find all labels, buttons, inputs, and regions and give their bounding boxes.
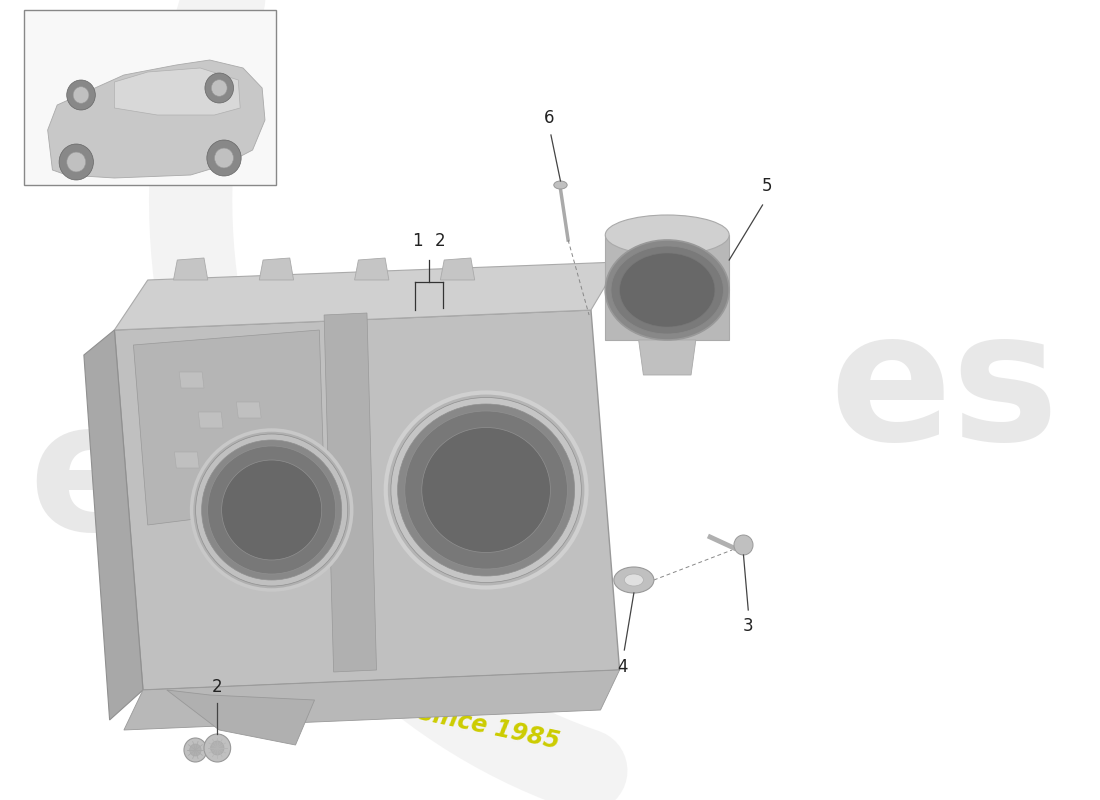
Polygon shape <box>175 452 199 468</box>
Circle shape <box>734 535 754 555</box>
Ellipse shape <box>605 240 729 340</box>
Ellipse shape <box>625 574 644 586</box>
Polygon shape <box>198 412 223 428</box>
Circle shape <box>211 741 224 755</box>
Polygon shape <box>167 690 315 745</box>
Text: es: es <box>829 302 1059 478</box>
Polygon shape <box>179 372 204 388</box>
Polygon shape <box>324 313 376 672</box>
Circle shape <box>205 73 233 103</box>
Text: 5: 5 <box>762 177 772 195</box>
Ellipse shape <box>605 215 729 255</box>
Circle shape <box>74 86 89 103</box>
Polygon shape <box>354 258 389 280</box>
Ellipse shape <box>201 440 342 580</box>
Ellipse shape <box>619 253 715 327</box>
Text: 3: 3 <box>742 617 754 635</box>
Polygon shape <box>114 262 619 330</box>
Circle shape <box>204 734 231 762</box>
Text: a passion for parts since 1985: a passion for parts since 1985 <box>163 646 562 754</box>
Ellipse shape <box>405 411 568 569</box>
Polygon shape <box>47 60 265 178</box>
Circle shape <box>59 144 94 180</box>
Polygon shape <box>84 330 143 720</box>
Polygon shape <box>174 258 208 280</box>
Circle shape <box>184 738 207 762</box>
Circle shape <box>214 148 233 168</box>
Polygon shape <box>440 258 475 280</box>
Text: 1: 1 <box>412 232 422 250</box>
Circle shape <box>189 744 201 756</box>
Text: 6: 6 <box>543 109 554 127</box>
Text: 4: 4 <box>617 658 628 676</box>
Polygon shape <box>114 68 240 115</box>
Polygon shape <box>124 670 619 730</box>
Text: euro: euro <box>29 392 493 568</box>
Text: 2: 2 <box>212 678 222 696</box>
Ellipse shape <box>553 181 568 189</box>
Ellipse shape <box>386 393 586 587</box>
Polygon shape <box>114 310 619 690</box>
Ellipse shape <box>191 430 352 590</box>
Circle shape <box>67 80 96 110</box>
Ellipse shape <box>208 446 336 574</box>
Polygon shape <box>605 235 729 340</box>
Circle shape <box>67 152 86 172</box>
Circle shape <box>211 80 227 96</box>
Ellipse shape <box>196 434 348 586</box>
Ellipse shape <box>614 567 653 593</box>
Circle shape <box>207 140 241 176</box>
Ellipse shape <box>610 246 724 334</box>
Polygon shape <box>236 402 261 418</box>
Text: 2: 2 <box>436 232 446 250</box>
Polygon shape <box>133 330 324 525</box>
Ellipse shape <box>397 404 574 576</box>
Polygon shape <box>639 340 696 375</box>
Ellipse shape <box>390 398 581 582</box>
Ellipse shape <box>221 460 321 560</box>
Polygon shape <box>24 10 276 185</box>
Ellipse shape <box>421 427 550 553</box>
Polygon shape <box>260 258 294 280</box>
